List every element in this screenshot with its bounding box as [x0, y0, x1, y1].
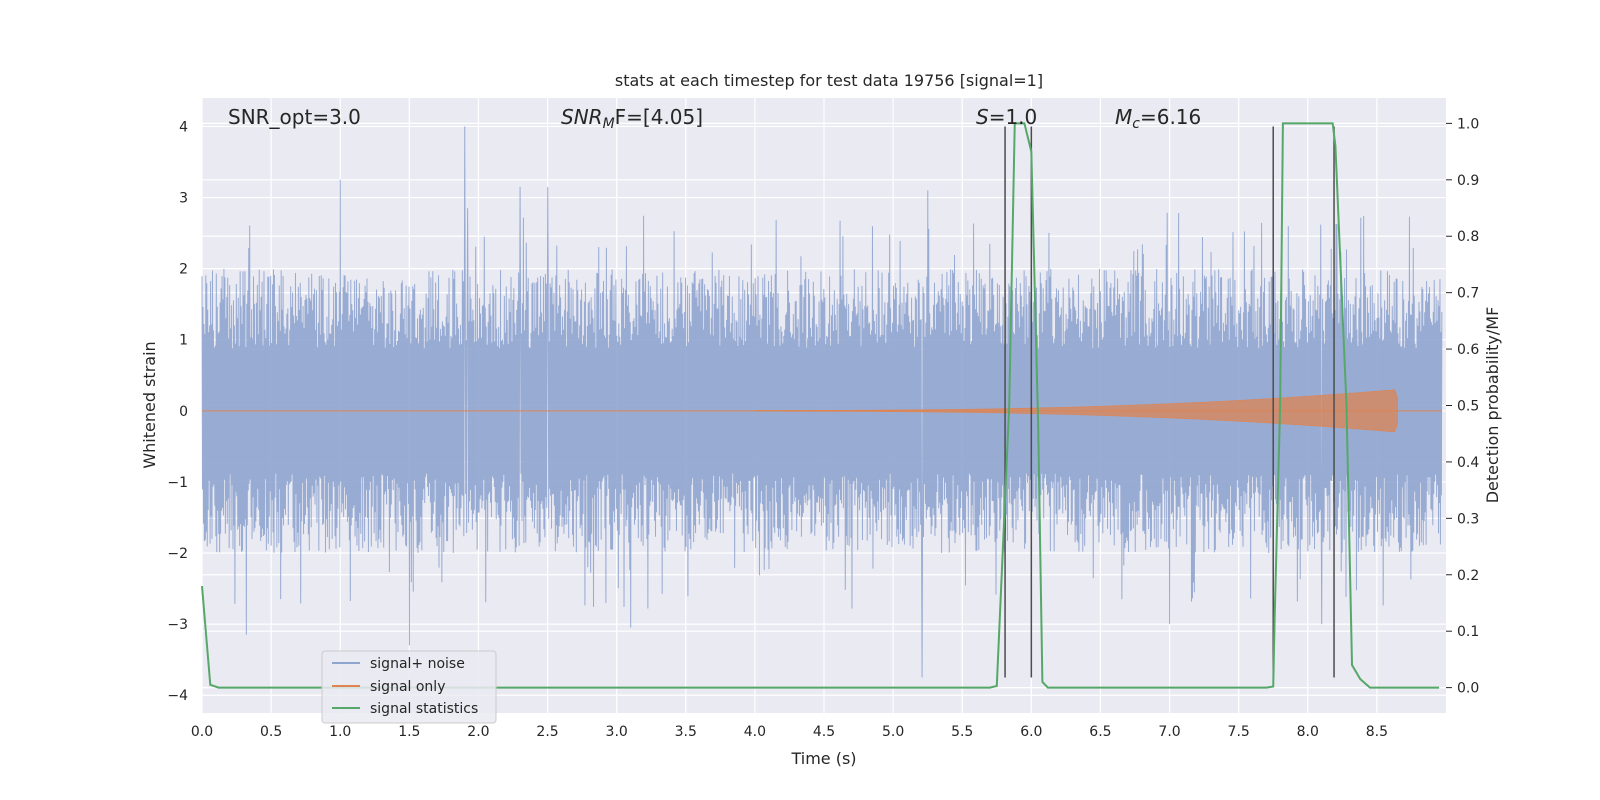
- y2-tick-label: 0.4: [1457, 455, 1479, 471]
- legend-label-signal-noise: signal+ noise: [370, 656, 465, 672]
- annotation-snr-mf-symbol: SNR: [561, 105, 603, 129]
- x-tick-label: 4.5: [813, 724, 835, 740]
- y2-tick-label: 0.3: [1457, 511, 1479, 527]
- legend-box: [321, 650, 497, 724]
- y2-tick-label: 0.2: [1457, 568, 1479, 584]
- x-tick-label: 3.0: [606, 724, 628, 740]
- x-tick-label: 1.0: [329, 724, 351, 740]
- x-tick-label: 7.0: [1158, 724, 1180, 740]
- annotation-s-value: =1.0: [989, 105, 1038, 129]
- y-tick-label: −2: [167, 546, 188, 562]
- y-tick-labels: 4 3 2 1 0 −1 −2 −3 −4: [167, 119, 188, 704]
- annotation-snr-opt: SNR_opt=3.0: [228, 105, 361, 129]
- x-tick-label: 0.5: [260, 724, 282, 740]
- x-tick-label: 6.5: [1089, 724, 1111, 740]
- x-tick-label: 6.0: [1020, 724, 1042, 740]
- series-signal-noise: [201, 126, 1443, 678]
- y-tick-label: −1: [167, 475, 188, 491]
- x-tick-label: 2.5: [536, 724, 558, 740]
- series-signal-statistics: [201, 122, 1440, 689]
- legend-label-signal-only: signal only: [370, 679, 445, 695]
- x-tick-label: 3.5: [675, 724, 697, 740]
- y2-tick-label: 0.7: [1457, 286, 1479, 302]
- y2-tick-label: 1.0: [1457, 116, 1479, 132]
- legend-label-signal-statistics: signal statistics: [370, 701, 478, 717]
- legend: signal+ noise signal only signal statist…: [321, 650, 497, 724]
- y-tick-label: 1: [179, 333, 188, 349]
- y2-tick-labels: 1.0 0.9 0.8 0.7 0.6 0.5 0.4 0.3 0.2 0.1 0.0: [1446, 116, 1479, 697]
- y2-tick-label: 0.5: [1457, 399, 1479, 415]
- annotation-snr-mf-subscript: M: [603, 116, 615, 132]
- annotation-snr-mf: SNRMF=[4.05]: [561, 105, 703, 132]
- x-tick-label: 7.5: [1228, 724, 1250, 740]
- y-tick-label: 4: [179, 119, 188, 135]
- x-tick-label: 5.5: [951, 724, 973, 740]
- y2-axis-label: Detection probability/MF: [1483, 307, 1502, 504]
- x-tick-label: 1.5: [398, 724, 420, 740]
- y-tick-label: −4: [167, 688, 188, 704]
- y2-tick-label: 0.8: [1457, 229, 1479, 245]
- y-tick-label: −3: [167, 617, 188, 633]
- annotation-snr-mf-value: F=[4.05]: [615, 105, 703, 129]
- signal-only-chirp: [754, 389, 1398, 433]
- y2-tick-label: 0.0: [1457, 681, 1479, 697]
- vertical-markers: [1004, 126, 1335, 678]
- x-tick-label: 2.0: [467, 724, 489, 740]
- signal-noise-line: [201, 126, 1443, 678]
- annotation-mc-symbol: M: [1115, 105, 1132, 129]
- x-tick-label: 8.0: [1297, 724, 1319, 740]
- y2-tick-label: 0.1: [1457, 624, 1479, 640]
- annotation-s: S=1.0: [976, 105, 1037, 129]
- chart-title: stats at each timestep for test data 197…: [615, 71, 1043, 90]
- annotation-mc-value: =6.16: [1140, 105, 1201, 129]
- y2-tick-label: 0.9: [1457, 173, 1479, 189]
- series-signal-only: [202, 389, 1442, 433]
- x-tick-label: 5.0: [882, 724, 904, 740]
- y-tick-label: 0: [179, 404, 188, 420]
- y-tick-label: 2: [179, 262, 188, 278]
- annotation-mc-subscript: c: [1132, 116, 1140, 132]
- annotation-s-symbol: S: [976, 105, 989, 129]
- x-tick-label: 4.0: [744, 724, 766, 740]
- x-tick-labels: 0.0 0.5 1.0 1.5 2.0 2.5 3.0 3.5 4.0 4.5 5.0 5.5 6.0 6…: [191, 724, 1388, 740]
- annotation-mc: Mc=6.16: [1115, 105, 1201, 132]
- x-tick-label: 0.0: [191, 724, 213, 740]
- y2-tick-label: 0.6: [1457, 342, 1479, 358]
- x-tick-label: 8.5: [1366, 724, 1388, 740]
- x-axis-label: Time (s): [790, 749, 856, 768]
- y-tick-label: 3: [179, 191, 188, 207]
- signal-statistics-line: [201, 122, 1440, 689]
- y-axis-label: Whitened strain: [140, 341, 159, 468]
